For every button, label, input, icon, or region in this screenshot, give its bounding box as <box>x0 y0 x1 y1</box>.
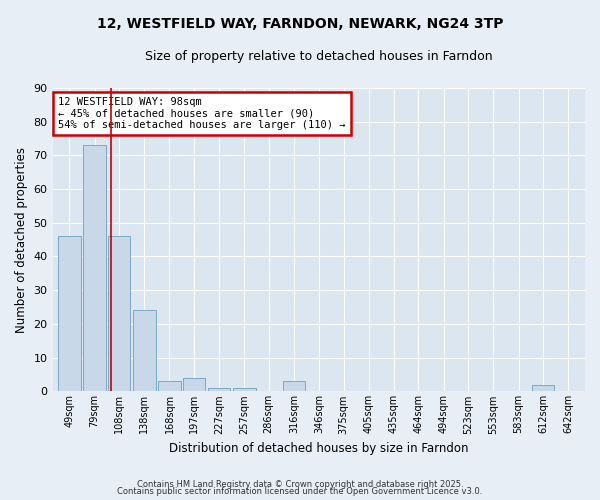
Text: Contains HM Land Registry data © Crown copyright and database right 2025.: Contains HM Land Registry data © Crown c… <box>137 480 463 489</box>
Bar <box>283 382 305 392</box>
Text: 12 WESTFIELD WAY: 98sqm
← 45% of detached houses are smaller (90)
54% of semi-de: 12 WESTFIELD WAY: 98sqm ← 45% of detache… <box>58 97 346 130</box>
Text: 12, WESTFIELD WAY, FARNDON, NEWARK, NG24 3TP: 12, WESTFIELD WAY, FARNDON, NEWARK, NG24… <box>97 18 503 32</box>
Bar <box>133 310 155 392</box>
Y-axis label: Number of detached properties: Number of detached properties <box>15 146 28 332</box>
Bar <box>208 388 230 392</box>
Bar <box>233 388 256 392</box>
Bar <box>58 236 81 392</box>
Bar <box>532 384 554 392</box>
Title: Size of property relative to detached houses in Farndon: Size of property relative to detached ho… <box>145 50 493 63</box>
Bar <box>83 145 106 392</box>
X-axis label: Distribution of detached houses by size in Farndon: Distribution of detached houses by size … <box>169 442 469 455</box>
Bar <box>107 236 130 392</box>
Text: Contains public sector information licensed under the Open Government Licence v3: Contains public sector information licen… <box>118 487 482 496</box>
Bar <box>158 382 181 392</box>
Bar <box>182 378 205 392</box>
